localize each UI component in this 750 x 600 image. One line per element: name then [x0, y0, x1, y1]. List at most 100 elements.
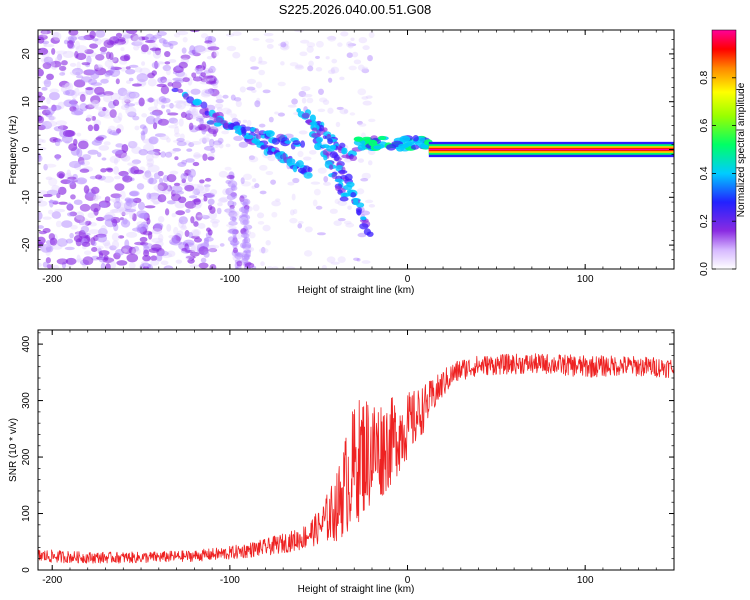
spectrogram-cell [362, 45, 370, 51]
spectrogram-cell [315, 67, 323, 72]
spectrogram-cell [131, 41, 143, 47]
spectrogram-cell [153, 99, 159, 108]
spectrogram-cell [329, 164, 334, 171]
spectrogram-cell [268, 116, 274, 123]
spectrogram-cell [92, 38, 99, 42]
spectrogram-cell [141, 44, 149, 53]
spectrogram-cell [199, 137, 211, 143]
spectrogram-cell [315, 55, 320, 59]
spectrogram-cell [350, 37, 355, 42]
spectrogram-cell [173, 33, 181, 38]
spectrogram-cell [75, 177, 88, 185]
spectrogram-cell [254, 100, 261, 108]
spectrogram-cell [287, 181, 295, 186]
spectrogram-cell [306, 45, 314, 53]
spectrogram-cell [146, 158, 155, 166]
spectrogram-cell [46, 97, 51, 105]
spectrogram-cell [51, 104, 62, 111]
spectrogram-cell [41, 139, 46, 144]
spectrogram-cell [96, 234, 108, 243]
spectrogram-cell [357, 64, 365, 71]
spectrogram-cell [109, 109, 117, 118]
spectrogram-cell [131, 247, 141, 256]
spectrogram-cell [196, 65, 203, 69]
spectrogram-cell [214, 103, 224, 109]
spectrogram-cell [226, 109, 233, 116]
spectrogram-cell [146, 150, 159, 155]
spectrogram-cell [258, 123, 266, 128]
spectrogram-cell [150, 243, 162, 251]
spectrogram-cell [95, 216, 105, 222]
spectrogram-cell [169, 43, 174, 50]
spectrogram-cell [271, 211, 278, 218]
spectrogram-cell [117, 235, 125, 239]
spectrogram-cell [61, 220, 73, 228]
spectrogram-cell [82, 154, 91, 161]
spectrogram-cell [291, 193, 296, 201]
spectrogram-cell [164, 50, 171, 58]
spectrogram-cell [248, 231, 256, 239]
spectrogram-cell [190, 216, 195, 224]
spectrogram-cell [213, 141, 220, 148]
spectrogram-cell [81, 241, 91, 247]
spectrogram-cell [289, 217, 298, 224]
spectrogram-cell [160, 97, 171, 104]
spectrogram-cell [170, 185, 183, 193]
spectrogram-cell [377, 135, 387, 141]
spectrogram-cell [114, 183, 125, 191]
spectrogram-cell [40, 244, 51, 248]
spectrogram-cell [60, 179, 71, 185]
spectrogram-cell [75, 52, 87, 61]
spectrogram-cell [159, 134, 169, 140]
spectrogram-cell [325, 56, 330, 60]
spectrogram-cell [204, 89, 217, 95]
spectrogram-cell [275, 198, 281, 202]
spectrogram-cell [337, 217, 346, 222]
spectrogram-cell [292, 177, 300, 184]
spectrogram-cell [241, 128, 247, 134]
spectrogram-cell [128, 64, 139, 68]
spectrogram-cell [120, 219, 131, 228]
colorbar-ticks: 0.0 0.2 0.4 0.6 0.8 [699, 70, 736, 276]
spectrogram-cell [136, 221, 144, 227]
spectrogram-cell [317, 167, 327, 174]
spectrogram-cell [226, 45, 237, 52]
spectrogram-cell [146, 217, 151, 225]
spectrogram-cell [92, 241, 97, 247]
spectrogram-cell [48, 200, 59, 204]
spectrogram-cell [356, 202, 365, 208]
spectrogram-cell [309, 149, 317, 155]
spectrogram-cell [300, 140, 306, 148]
spectrogram-cell [226, 174, 235, 180]
spectrogram-cell [56, 50, 68, 55]
colorbar-tick-label: 0.4 [699, 166, 710, 180]
spectrogram-cell [188, 142, 195, 148]
spectrogram-cell [193, 204, 202, 209]
spectrogram-cell [55, 138, 63, 143]
spectrogram-cell [73, 235, 83, 243]
spectrogram-cell [98, 145, 110, 151]
spectrogram-marks [38, 30, 674, 269]
spectrogram-cell [49, 237, 58, 246]
spectrogram-cell [315, 205, 323, 210]
spectrogram-cell [250, 66, 259, 70]
spectrogram-cell [184, 184, 195, 192]
spectrogram-cell [116, 260, 128, 266]
spectrogram-cell [155, 113, 161, 118]
spectrogram-cell [327, 77, 333, 83]
spectrogram-cell [124, 239, 130, 249]
spectrogram-cell [38, 153, 42, 162]
spectrogram-cell [240, 177, 245, 185]
spectrogram-cell [117, 112, 123, 121]
spectrogram-cell [266, 44, 274, 49]
spectrogram-cell [62, 129, 75, 138]
spectrogram-cell [293, 208, 298, 215]
spectrogram-cell [67, 40, 74, 49]
spectrogram-cell [75, 211, 85, 220]
spectrogram-cell [217, 197, 228, 203]
spectrogram-cell [200, 91, 211, 98]
spectrogram-cell [148, 192, 161, 200]
spectrogram-cell [233, 97, 242, 102]
spectrogram-cell [97, 152, 102, 158]
spectrogram-cell [80, 154, 92, 158]
